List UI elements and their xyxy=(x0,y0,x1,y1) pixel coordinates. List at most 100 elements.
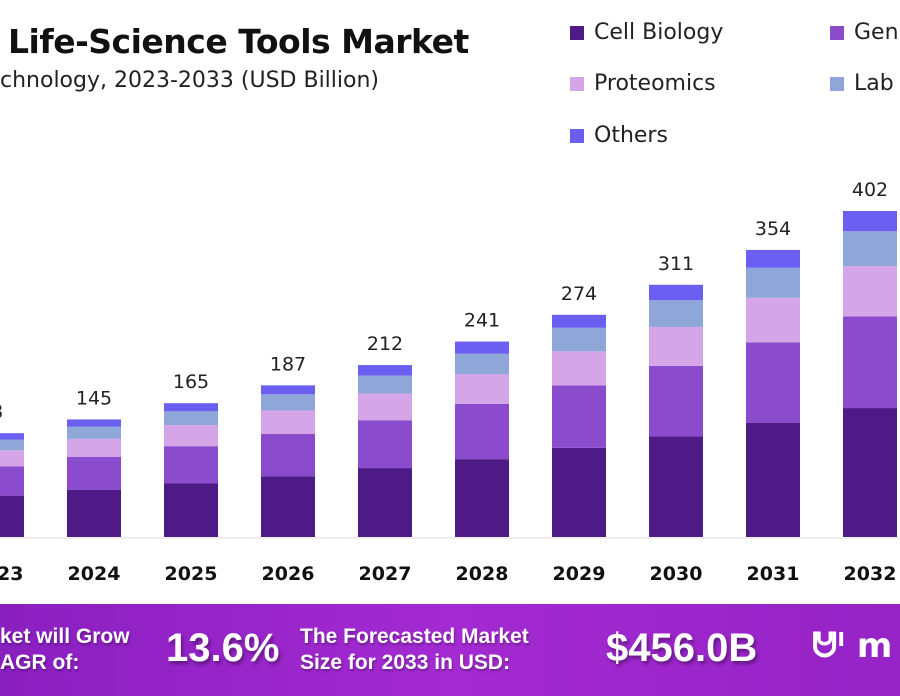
bar-segment-2032-0 xyxy=(843,408,897,537)
bar-segment-2024-3 xyxy=(67,426,121,439)
bar-segment-2032-4 xyxy=(843,211,897,232)
legend-label: Others xyxy=(594,123,668,148)
bar-segment-2031-0 xyxy=(746,422,800,537)
bar-segment-2024-0 xyxy=(67,489,121,537)
bar-segment-2026-3 xyxy=(261,394,315,411)
legend-swatch xyxy=(570,128,584,143)
total-label-2023: 8 xyxy=(0,401,3,423)
total-label-2032: 402 xyxy=(852,179,888,201)
bar-segment-2028-2 xyxy=(455,374,509,405)
bar-segment-2030-2 xyxy=(649,326,703,366)
bar-segment-2026-2 xyxy=(261,410,315,435)
bar-segment-2028-4 xyxy=(455,341,509,354)
bar-segment-2024-4 xyxy=(67,419,121,427)
total-label-2027: 212 xyxy=(367,333,403,355)
bar-segment-2023-2 xyxy=(0,450,24,467)
bar-segment-2027-1 xyxy=(358,420,412,469)
chart-title: Life-Science Tools Market xyxy=(8,22,469,61)
forecast-label: The Forecasted Market Size for 2033 in U… xyxy=(300,624,529,676)
bar-segment-2029-2 xyxy=(552,351,606,386)
legend-swatch xyxy=(830,25,844,40)
bar-segment-2032-3 xyxy=(843,231,897,267)
bar-segment-2030-1 xyxy=(649,365,703,437)
x-tick-label-2027: 2027 xyxy=(359,563,412,585)
legend-item-others: Others xyxy=(570,123,668,148)
bar-segment-2030-3 xyxy=(649,300,703,327)
bar-segment-2030-4 xyxy=(649,284,703,301)
logo-icon: ᕰᑊ xyxy=(812,626,845,666)
legend-label: Proteomics xyxy=(594,71,716,96)
bar-segment-2028-0 xyxy=(455,459,509,537)
bar-segment-2023-4 xyxy=(0,433,24,440)
bar-segment-2027-3 xyxy=(358,375,412,394)
legend-item-genomics: Gen xyxy=(830,20,899,45)
x-tick-label-2023: 2023 xyxy=(0,563,23,585)
bar-segment-2031-3 xyxy=(746,267,800,298)
bar-segment-2024-2 xyxy=(67,438,121,457)
bar-segment-2026-4 xyxy=(261,385,315,395)
bar-segment-2025-2 xyxy=(164,425,218,447)
legend-item-cell-biology: Cell Biology xyxy=(570,20,723,45)
bar-segment-2028-3 xyxy=(455,353,509,374)
legend-swatch xyxy=(830,76,844,91)
total-label-2029: 274 xyxy=(561,283,597,305)
bar-segment-2031-2 xyxy=(746,297,800,343)
chart-subtitle: chnology, 2023-2033 (USD Billion) xyxy=(0,68,380,93)
x-tick-label-2029: 2029 xyxy=(553,563,606,585)
x-tick-label-2026: 2026 xyxy=(262,563,315,585)
bar-segment-2023-1 xyxy=(0,466,24,496)
cagr-label-line2: AGR of: xyxy=(0,651,80,674)
x-tick-label-2032: 2032 xyxy=(844,563,897,585)
total-label-2026: 187 xyxy=(270,353,306,375)
bar-segment-2029-1 xyxy=(552,385,606,448)
bar-segment-2028-1 xyxy=(455,404,509,460)
bar-segment-2026-1 xyxy=(261,434,315,477)
legend-swatch xyxy=(570,25,584,40)
total-label-2030: 311 xyxy=(658,253,694,275)
x-tick-label-2028: 2028 xyxy=(456,563,509,585)
legend-item-proteomics: Proteomics xyxy=(570,71,716,96)
bar-segment-2031-4 xyxy=(746,249,800,268)
bar-segment-2029-4 xyxy=(552,314,606,328)
brand-logo: ᕰᑊ m xyxy=(812,626,892,666)
total-label-2031: 354 xyxy=(755,218,791,240)
forecast-label-line2: Size for 2033 in USD: xyxy=(300,651,511,674)
total-label-2025: 165 xyxy=(173,371,209,393)
cagr-value: 13.6% xyxy=(166,626,280,670)
bar-segment-2025-3 xyxy=(164,411,218,426)
bar-segment-2032-1 xyxy=(843,316,897,409)
bar-segment-2027-4 xyxy=(358,365,412,376)
x-tick-label-2031: 2031 xyxy=(747,563,800,585)
forecast-value: $456.0B xyxy=(606,626,758,670)
bar-segment-2029-3 xyxy=(552,327,606,352)
legend-item-lab: Lab xyxy=(830,71,894,96)
legend-label: Gen xyxy=(854,20,899,45)
x-tick-label-2025: 2025 xyxy=(165,563,218,585)
bar-segment-2032-2 xyxy=(843,266,897,317)
bar-segment-2027-2 xyxy=(358,393,412,421)
cagr-label-line1: ket will Grow xyxy=(0,625,130,648)
bar-segment-2031-1 xyxy=(746,342,800,423)
legend-label: Lab xyxy=(854,71,894,96)
bar-segment-2029-0 xyxy=(552,447,606,537)
bar-segment-2023-3 xyxy=(0,439,24,451)
bar-segment-2027-0 xyxy=(358,468,412,537)
bar-segment-2023-0 xyxy=(0,495,24,537)
legend-swatch xyxy=(570,76,584,91)
total-label-2028: 241 xyxy=(464,310,500,332)
forecast-label-line1: The Forecasted Market xyxy=(300,625,529,648)
logo-text: m xyxy=(856,626,893,666)
bar-segment-2026-0 xyxy=(261,476,315,537)
bar-segment-2025-4 xyxy=(164,403,218,412)
total-label-2024: 145 xyxy=(76,387,112,409)
bar-segment-2024-1 xyxy=(67,456,121,490)
summary-banner: ket will Grow AGR of: 13.6% The Forecast… xyxy=(0,604,900,696)
stacked-bar-chart: 8 2023 145 2024 165 2025 187 2026 212 2027 241 2028… xyxy=(0,179,900,585)
legend-label: Cell Biology xyxy=(594,20,724,45)
bar-segment-2025-1 xyxy=(164,446,218,484)
cagr-label: ket will Grow AGR of: xyxy=(0,624,130,676)
x-tick-label-2024: 2024 xyxy=(68,563,121,585)
bar-segment-2025-0 xyxy=(164,483,218,537)
bar-segment-2030-0 xyxy=(649,436,703,537)
x-tick-label-2030: 2030 xyxy=(650,563,703,585)
